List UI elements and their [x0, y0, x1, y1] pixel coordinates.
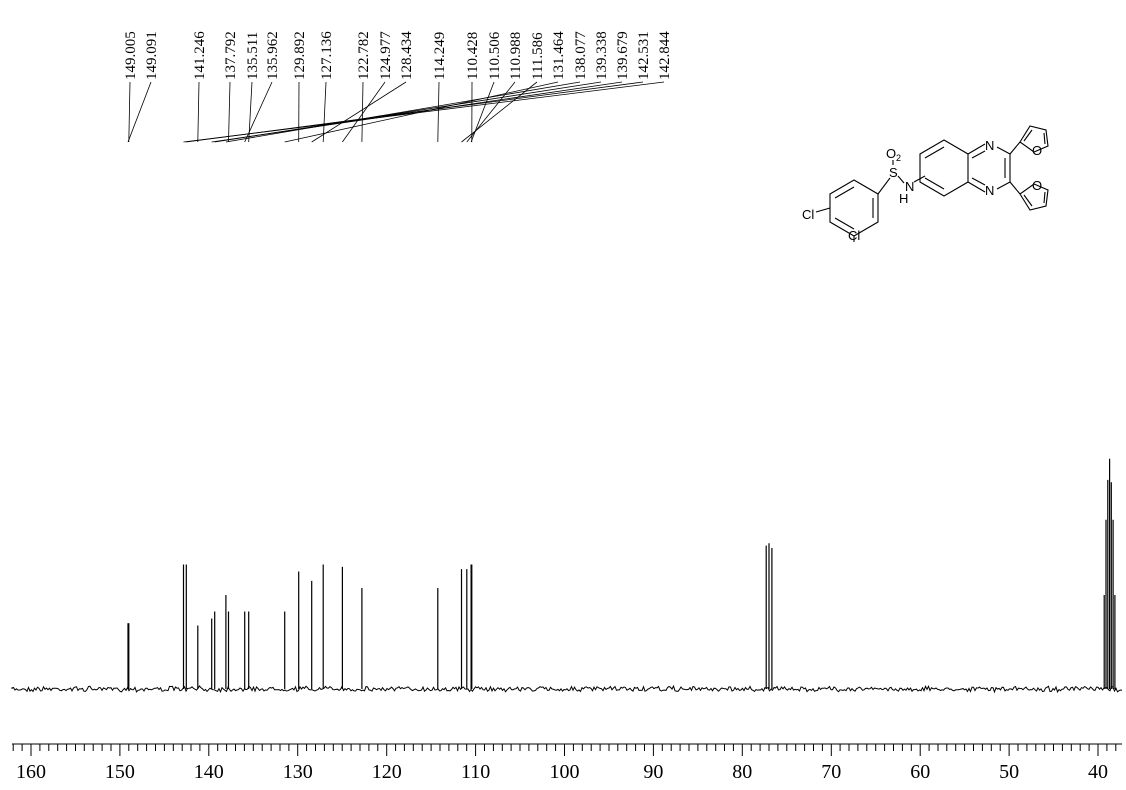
furan-ring-top	[1019, 125, 1049, 153]
ring-double-bond	[1043, 191, 1046, 204]
bond-to-furan-top	[1009, 141, 1021, 155]
peak-label-connectors	[127, 81, 665, 143]
x-tick-label: 50	[999, 761, 1019, 783]
bond	[996, 181, 1011, 190]
atom-label-furan-o-top: O	[1032, 143, 1042, 158]
ring-double-bond	[924, 146, 945, 159]
bond-ring-to-s	[877, 177, 891, 195]
bond-to-furan-bottom	[1009, 181, 1021, 195]
ring-double-bond	[1023, 129, 1033, 142]
quinoxaline-benzo-ring	[919, 139, 969, 197]
ring-double-bond	[834, 186, 855, 199]
peak-label: 122.782	[356, 31, 372, 80]
atom-label-o2-subscript: 2	[896, 153, 901, 163]
peak-label: 131.464	[551, 31, 567, 80]
peak-label: 142.844	[657, 31, 673, 80]
peak-label: 110.506	[487, 31, 503, 80]
atom-label-o2: O	[886, 146, 896, 161]
peak-label-connector	[466, 81, 516, 143]
peak-label: 138.077	[573, 31, 589, 80]
x-tick-label: 80	[732, 761, 752, 783]
peak-label: 124.977	[378, 31, 394, 80]
ring-double-bond	[971, 150, 986, 159]
peak-label: 137.792	[223, 31, 239, 80]
peak-label: 139.679	[615, 31, 631, 80]
chemical-structure: O 2 S N H N N O O Cl Cl	[802, 125, 1049, 243]
atom-label-n-top: N	[985, 138, 994, 153]
atom-label-nh-h: H	[899, 191, 908, 206]
peak-label-connector	[228, 81, 231, 143]
peak-label-connector	[128, 81, 131, 143]
ring-double-bond	[924, 177, 945, 190]
atom-label-nh-n: N	[905, 179, 914, 194]
bond	[996, 146, 1011, 155]
ring-double-bond	[971, 177, 986, 186]
peak-label: 129.892	[292, 31, 308, 80]
peak-label-connector	[461, 81, 538, 143]
x-tick-label: 130	[283, 761, 313, 783]
peak-label-connector	[225, 81, 581, 143]
peak-label-connector	[183, 81, 665, 143]
peak-label-connector	[437, 81, 440, 143]
peak-label: 128.434	[399, 31, 415, 80]
peak-label-group: 149.005 149.091 141.246 137.792 135.511 135.9…	[123, 31, 673, 80]
atom-label-furan-o-bottom: O	[1032, 178, 1042, 193]
peak-label: 139.338	[594, 31, 610, 80]
peak-label: 135.962	[265, 31, 281, 80]
x-tick-label: 150	[105, 761, 135, 783]
spectrum-peaks	[127, 458, 1116, 689]
peak-label-connector	[322, 81, 327, 143]
peak-label: 141.246	[192, 31, 208, 80]
x-axis: 160 150 140 130 120 110 100 90 80 70 60 50 40	[12, 743, 1122, 783]
ring-double-bond	[1043, 132, 1046, 145]
bond-ring-to-cl-para	[815, 207, 831, 213]
x-tick-label: 70	[821, 761, 841, 783]
x-tick-label: 100	[550, 761, 580, 783]
x-tick-label: 110	[461, 761, 490, 783]
x-tick-label: 120	[372, 761, 402, 783]
bond	[967, 181, 986, 193]
atom-label-cl-para: Cl	[802, 207, 814, 222]
ring-double-bond	[834, 217, 855, 230]
peak-label: 111.586	[530, 32, 546, 80]
spectrum-baseline	[11, 684, 1123, 694]
x-tick-label: 140	[194, 761, 224, 783]
peak-label-connector	[244, 81, 273, 143]
atom-label-n-bottom: N	[985, 183, 994, 198]
x-tick-label: 40	[1088, 761, 1108, 783]
peak-label: 127.136	[319, 31, 335, 80]
x-tick-label: 90	[643, 761, 663, 783]
x-tick-label: 60	[910, 761, 930, 783]
peak-label: 149.091	[144, 31, 160, 80]
furan-ring-bottom	[1019, 183, 1049, 211]
peak-label: 110.988	[508, 32, 524, 80]
peak-label-connector	[342, 81, 386, 143]
peak-label: 142.531	[636, 31, 652, 80]
peak-label: 135.511	[245, 32, 261, 80]
peak-label-connector	[311, 81, 407, 143]
atom-label-cl-meta: Cl	[848, 228, 860, 243]
peak-label: 110.428	[465, 32, 481, 80]
peak-label-connector	[197, 81, 200, 143]
atom-label-sulfur: S	[889, 165, 898, 180]
bond-s-to-n	[897, 175, 905, 184]
peak-label: 149.005	[123, 31, 139, 80]
bond	[967, 143, 986, 155]
peak-label: 114.249	[432, 32, 448, 80]
x-tick-label: 160	[16, 761, 46, 783]
peak-label-connector	[361, 81, 364, 143]
ring-double-bond	[1023, 194, 1033, 207]
peak-label-connector	[127, 81, 152, 143]
